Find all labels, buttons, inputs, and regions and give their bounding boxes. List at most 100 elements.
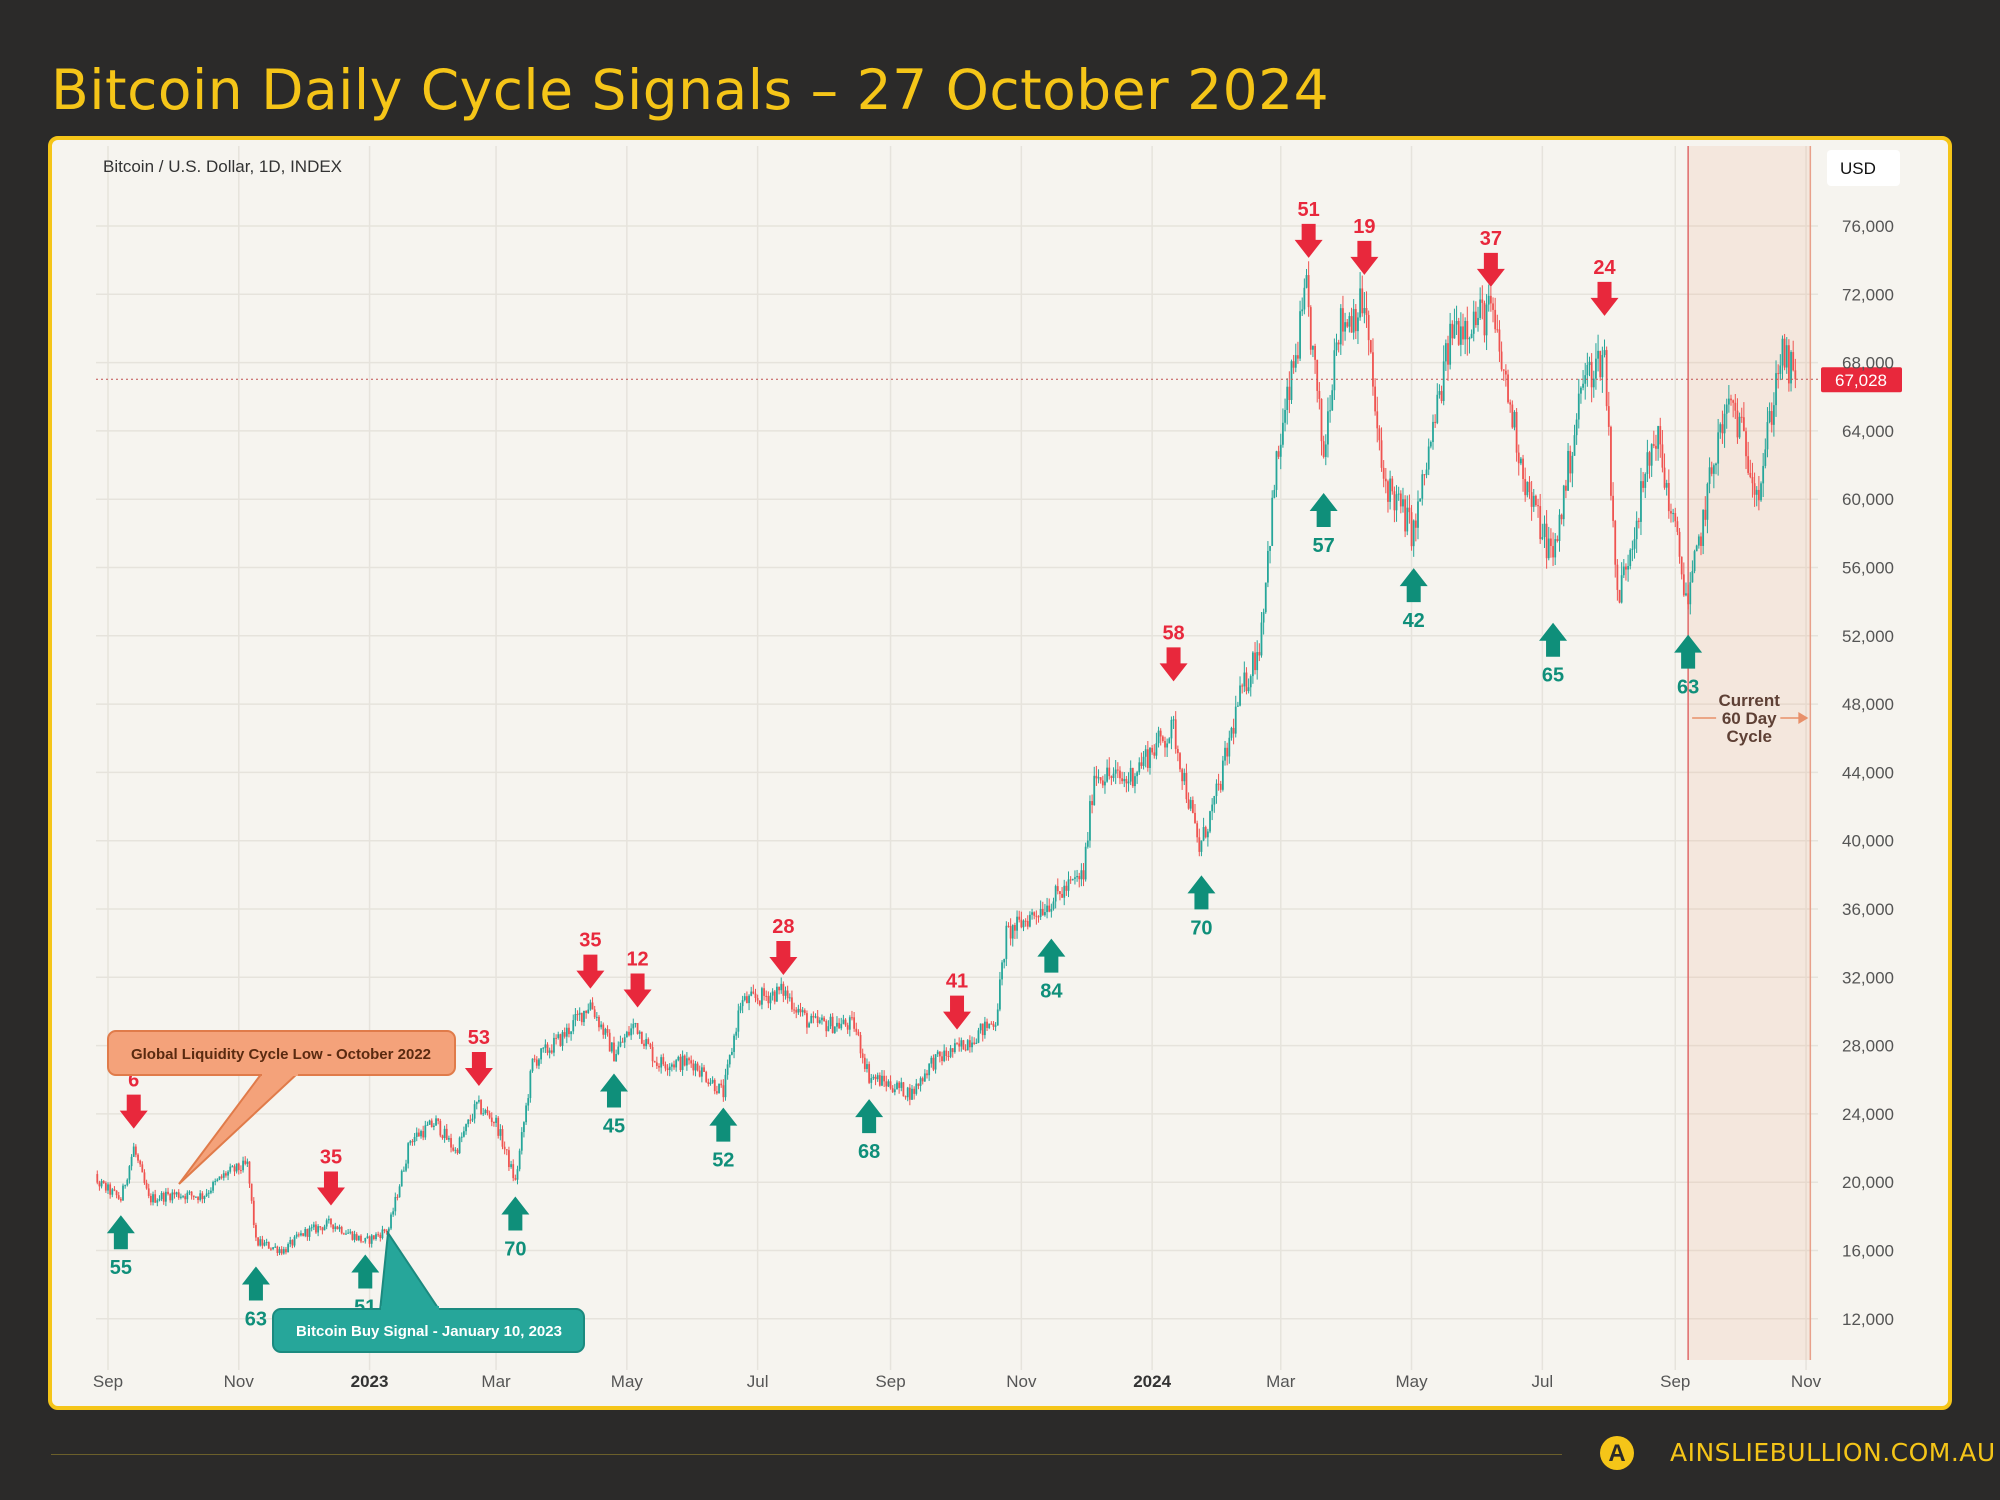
x-tick-label: Mar <box>481 1372 511 1391</box>
candle-body <box>1586 364 1589 376</box>
candle-body <box>353 1234 356 1240</box>
buy-signal-label: 70 <box>504 1238 526 1260</box>
axes: 12,000 16,000 20,000 24,000 28,000 32,000 36,0… <box>93 217 1894 1391</box>
candle-body <box>497 1117 500 1136</box>
candle-body <box>1524 478 1527 496</box>
candle-body <box>132 1146 135 1157</box>
candle-body <box>1254 652 1256 671</box>
buy-arrow-icon <box>1674 634 1703 669</box>
candle-body <box>195 1196 197 1198</box>
candle-body <box>173 1192 176 1195</box>
candle-body <box>488 1112 491 1118</box>
buy-signal-label: 52 <box>712 1150 734 1172</box>
candle-body <box>1337 342 1340 345</box>
candle-body <box>1751 477 1754 484</box>
candle-body <box>1286 386 1289 410</box>
candle-body <box>737 1010 740 1032</box>
candle-body <box>1247 687 1250 692</box>
candle-body <box>1123 778 1126 782</box>
candle-body <box>467 1119 470 1125</box>
candle-body <box>1084 846 1087 880</box>
candle-body <box>267 1242 270 1249</box>
candle-body <box>1603 350 1606 356</box>
candle-body <box>1697 536 1700 546</box>
candle-body <box>1297 355 1299 359</box>
candle-body <box>463 1131 465 1137</box>
candle-body <box>1627 566 1629 570</box>
candle-body <box>1783 338 1786 368</box>
buy-signal-label: 42 <box>1403 610 1425 632</box>
sell-arrow-icon <box>119 1094 148 1129</box>
candle-body <box>968 1040 971 1048</box>
currency-button[interactable] <box>1827 150 1900 186</box>
candle-body <box>1569 450 1572 474</box>
candle-body <box>1226 747 1229 757</box>
candle-body <box>625 1031 628 1038</box>
candle-body <box>460 1136 463 1138</box>
candle-body <box>941 1056 943 1062</box>
candle-body <box>640 1031 643 1044</box>
candle-body <box>1142 756 1145 766</box>
candle-body <box>1376 411 1379 429</box>
candle-body <box>938 1051 941 1057</box>
candle-body <box>670 1064 673 1067</box>
candle-body <box>1766 422 1769 450</box>
candle-body <box>1710 467 1713 474</box>
candle-body <box>1061 893 1063 898</box>
sell-signal-label: 24 <box>1593 257 1616 279</box>
candle-body <box>368 1236 371 1244</box>
candle-body <box>351 1231 354 1240</box>
candle-body <box>1256 652 1259 671</box>
candle-body <box>1382 467 1385 479</box>
candle-body <box>544 1044 547 1048</box>
candle-body <box>893 1089 896 1093</box>
candle-body <box>673 1064 675 1068</box>
candle-body <box>778 986 780 991</box>
candle-body <box>134 1146 137 1155</box>
candle-body <box>86 1154 88 1168</box>
candle-body <box>602 1024 605 1035</box>
candle-body <box>988 1023 991 1028</box>
candle-body <box>1719 424 1722 433</box>
candle-body <box>310 1227 313 1229</box>
candle-body <box>1384 478 1387 482</box>
candle-body <box>726 1064 729 1075</box>
candle-body <box>1661 444 1664 468</box>
y-tick-label: 44,000 <box>1842 763 1894 782</box>
candle-body <box>447 1138 450 1140</box>
candle-body <box>450 1138 452 1148</box>
x-tick-label: Jul <box>1531 1372 1553 1391</box>
candle-body <box>1217 783 1220 785</box>
website-link[interactable]: AINSLIEBULLION.COM.AU <box>1670 1438 1996 1467</box>
candle-body <box>1753 483 1756 495</box>
candle-body <box>655 1062 658 1066</box>
candle-body <box>1157 730 1160 744</box>
candle-body <box>1149 747 1151 768</box>
candle-body <box>786 990 789 999</box>
candle-body <box>1770 411 1773 425</box>
candle-body <box>1440 391 1443 402</box>
candle-body <box>1314 345 1316 360</box>
candle-body <box>535 1059 538 1066</box>
candle-body <box>831 1016 834 1033</box>
candle-body <box>595 1016 598 1018</box>
x-tick-label: Mar <box>1266 1372 1296 1391</box>
candle-body <box>1481 299 1484 303</box>
candle-body <box>1086 840 1089 847</box>
candle-body <box>285 1249 287 1253</box>
candle-body <box>546 1044 549 1053</box>
candle-body <box>1011 925 1014 939</box>
candle-body <box>1687 593 1690 605</box>
candle-body <box>300 1233 302 1236</box>
candle-body <box>538 1059 540 1066</box>
candle-body <box>621 1041 624 1043</box>
candle-body <box>593 1009 596 1018</box>
candle-body <box>1155 743 1158 756</box>
candle-body <box>1065 885 1068 891</box>
candle-body <box>188 1191 191 1193</box>
candle-body <box>604 1028 607 1035</box>
candle-body <box>1333 350 1336 391</box>
candle-body <box>1211 804 1214 812</box>
candle-body <box>1071 878 1074 880</box>
